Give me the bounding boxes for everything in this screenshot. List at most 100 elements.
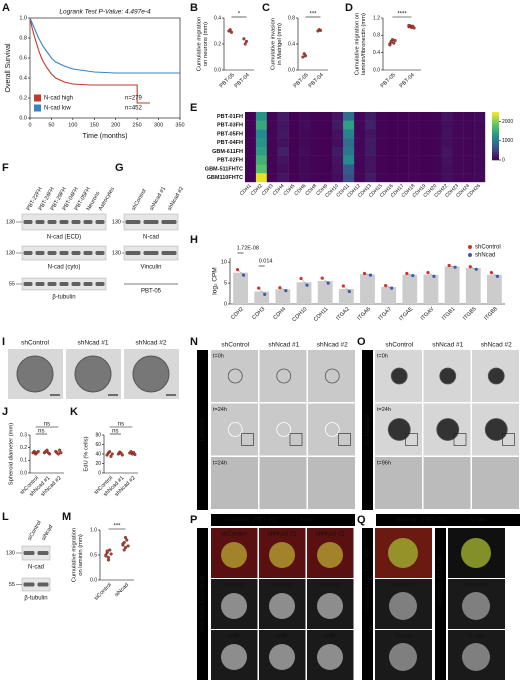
pair-line (322, 277, 329, 284)
heatmap-cell (354, 129, 366, 139)
row-label: t=24h (377, 407, 391, 413)
data-point (388, 43, 392, 47)
heatmap-cell (397, 173, 409, 183)
y-tick-label: 0.2 (19, 95, 27, 101)
side-label: Astrocyte Coculture (199, 575, 206, 632)
mw-label: 130 (6, 550, 15, 556)
band (83, 220, 93, 224)
y-tick-label: 0.4 (373, 50, 380, 56)
heatmap-cell (375, 173, 388, 183)
heatmap-cell (441, 129, 453, 139)
mw-label: 55 (9, 281, 15, 287)
header-label: Actin (300, 517, 315, 524)
band (95, 282, 105, 286)
heatmap-cell (408, 138, 420, 148)
heatmap-cell (452, 173, 464, 183)
heatmap-cell (441, 138, 453, 148)
heatmap-cell (332, 112, 344, 121)
heatmap-cell (321, 164, 333, 174)
x-tick-label: PBT-05 (293, 72, 310, 89)
cell-cluster (227, 422, 243, 437)
heatmap-cell (474, 112, 486, 121)
heatmap-cell (299, 147, 311, 156)
micrograph (211, 403, 258, 456)
data-point (393, 38, 397, 43)
zoom-box (338, 433, 351, 446)
heatmap-cell (408, 173, 420, 183)
y-tick-label: 1.0 (19, 15, 27, 21)
heatmap-cell (463, 173, 475, 183)
sig-label: ns (44, 422, 50, 428)
data-point (412, 26, 416, 30)
heatmap-cell (332, 147, 344, 156)
colorbar-segment (492, 140, 499, 143)
cell (269, 644, 295, 670)
heatmap-cell (419, 147, 431, 156)
y-axis-label: Cumulative migration on (355, 13, 361, 76)
cell (388, 538, 418, 568)
x-tick-label: siNcad (114, 582, 130, 598)
heatmap-cell (255, 147, 268, 156)
cell (389, 643, 417, 671)
panel-letter: J (2, 406, 8, 418)
annotation: Logrank Test P-Value: 4.497e-4 (59, 9, 151, 16)
heatmap-cell (310, 112, 322, 121)
y-axis-label: on laminin (mm) (78, 534, 84, 576)
heatmap-cell (430, 164, 442, 174)
heatmap-cell (255, 120, 268, 130)
colorbar-segment (492, 124, 499, 127)
heatmap-cell (397, 112, 409, 121)
survival-curve (29, 17, 180, 74)
data-point (125, 538, 129, 542)
row-label: t=0h (377, 353, 388, 359)
bar (423, 274, 439, 304)
cell (389, 592, 417, 620)
heatmap-cell (463, 129, 475, 139)
bar (402, 274, 418, 304)
x-tick-label: ITGAV (420, 306, 436, 322)
heatmap-cell (299, 164, 311, 174)
sig-label: *** (309, 12, 317, 18)
band (125, 251, 141, 255)
data-point (133, 452, 137, 457)
colorbar-segment (492, 142, 499, 145)
row-label: GBM-611FH (212, 149, 243, 155)
heatmap-cell (332, 173, 344, 183)
image-label: Vimentin (464, 583, 487, 589)
heatmap-cell (255, 164, 268, 174)
micrograph (308, 457, 355, 509)
y-tick-label: 0.0 (373, 67, 380, 73)
heatmap-cell (277, 120, 289, 130)
data-point (108, 548, 112, 552)
colorbar-segment (492, 122, 499, 125)
pair-line (343, 285, 350, 292)
band (71, 282, 81, 286)
heatmap-cell (452, 164, 464, 174)
heatmap-cell (375, 138, 388, 148)
side-bar (362, 528, 373, 680)
data-point (243, 42, 247, 46)
legend-label: N-cad high (44, 96, 73, 102)
image-label: N-cad (395, 634, 411, 640)
band (23, 251, 33, 255)
heatmap-cell (343, 138, 355, 148)
x-tick-label: 200 (111, 122, 120, 128)
x-tick-label: CDH10 (291, 306, 308, 323)
data-point (104, 554, 108, 558)
y-tick-label: 1.0 (90, 527, 97, 533)
heatmap-cell (288, 173, 300, 183)
x-tick-label: ITGA2 (335, 306, 350, 321)
heatmap-cell (375, 112, 388, 121)
band (23, 220, 33, 224)
heatmap-cell (474, 155, 486, 165)
image-label: Actin (275, 634, 288, 640)
row-label: t=96h (377, 460, 391, 466)
x-tick-label: siControl (93, 582, 113, 602)
column-label: shNcad #1 (432, 342, 463, 349)
mw-label: 130 (6, 250, 15, 256)
heatmap-cell (343, 112, 355, 121)
data-point (105, 549, 109, 553)
data-point (48, 452, 52, 456)
heatmap-cell (277, 147, 289, 156)
heatmap-cell (375, 120, 388, 130)
